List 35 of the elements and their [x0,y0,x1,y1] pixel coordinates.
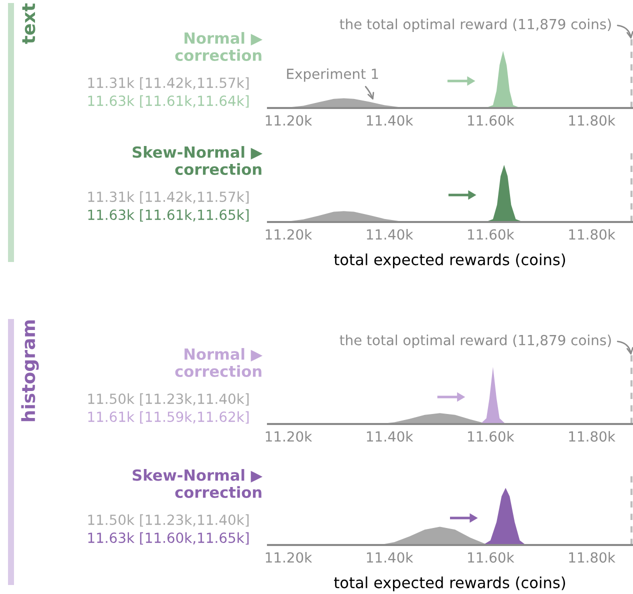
x-tick-label: 11.80k [569,114,616,126]
text: 11.50k [11.23k,11.40k] [88,514,249,527]
x-tick-label: 11.20k [266,552,312,563]
text: histogram [21,320,39,422]
x-axis-title: total expected rewards (coins) [334,253,566,268]
ref-line-label: the total optimal reward (11,879 coins) [340,334,611,348]
x-tick-label: 11.60k [468,552,514,563]
x-tick-label: 11.80k [569,228,616,240]
chart-title: Normal ▶ correction [175,32,262,61]
text: 11.63k [11.60k,11.65k] [88,532,249,545]
x-tick-label: 11.60k [468,228,514,240]
x-tick-label: 11.80k [569,430,616,442]
x-tick-label: 11.40k [366,430,414,442]
chart-title: Skew-Normal ▶ correction [132,146,262,175]
text: 11.63k [11.61k,11.64k] [88,95,249,108]
text: 11.63k [11.61k,11.65k] [88,209,249,222]
text: text [22,3,36,44]
series-label: 11.31k [11.42k,11.57k] [88,77,249,90]
x-tick-label: 11.20k [266,228,312,240]
ref-line-label: the total optimal reward (11,879 coins) [340,18,611,32]
x-tick-label: 11.40k [366,114,414,126]
x-axis-title: total expected rewards (coins) [334,576,566,592]
series-label: 11.31k [11.42k,11.57k] [88,191,249,204]
chart-title: Skew-Normal ▶ correction [132,469,262,498]
text: 11.50k [11.23k,11.40k] [88,393,249,406]
x-tick-label: 11.40k [366,552,414,563]
chart-title: Normal ▶ correction [175,348,262,377]
x-tick-label: 11.60k [468,114,514,126]
x-tick-label: 11.20k [266,430,312,442]
annotation: Experiment 1 [287,68,378,82]
text: 11.61k [11.59k,11.62k] [88,411,249,424]
x-tick-label: 11.60k [468,430,514,442]
x-tick-label: 11.40k [366,228,414,240]
x-tick-label: 11.80k [569,552,616,563]
x-tick-label: 11.20k [266,114,312,126]
